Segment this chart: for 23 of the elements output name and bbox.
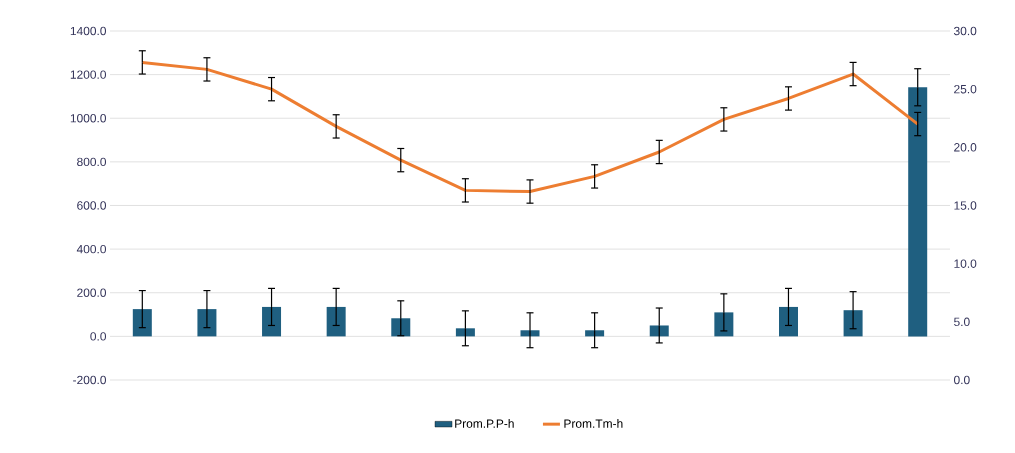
y2-tick-label: 30.0	[953, 26, 977, 36]
y2-tick-label: 20.0	[954, 143, 977, 152]
y2-tick-label: 25.0	[954, 84, 977, 94]
legend-label: Prom.Tm-h	[564, 419, 623, 428]
y-tick-label: 200.0	[77, 288, 107, 297]
y-tick-label: 1200.0	[70, 70, 107, 79]
bar	[649, 325, 669, 337]
y-tick-label: 400.0	[76, 244, 107, 254]
bar	[585, 330, 605, 337]
legend-label: Prom.P.P-h	[455, 419, 514, 428]
y-tick-label: 1000.0	[70, 114, 107, 123]
y-tick-label: 600.0	[77, 201, 107, 210]
bar	[455, 328, 475, 337]
y2-tick-label: 5.0	[954, 317, 970, 327]
y-tick-label: 0.0	[90, 332, 107, 341]
y2-tick-label: 0.0	[954, 375, 970, 385]
line-series	[140, 60, 920, 194]
y-tick-label: -200.0	[73, 375, 107, 385]
y2-tick-label: 15.0	[954, 201, 977, 210]
y2-tick-label: 10.0	[954, 259, 977, 268]
bar	[908, 87, 928, 337]
y-tick-label: 1400.0	[70, 26, 107, 36]
y-tick-label: 800.0	[77, 157, 107, 167]
